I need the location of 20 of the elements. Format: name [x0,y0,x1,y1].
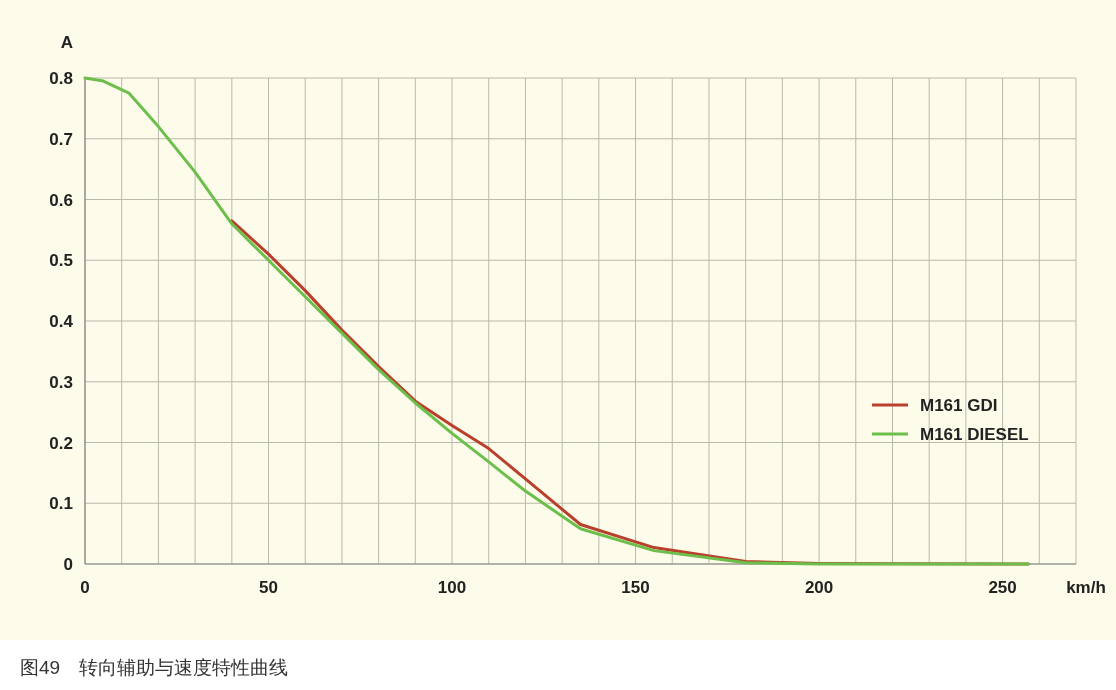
y-tick-label: 0.7 [49,129,73,149]
y-axis-title: A [60,33,74,52]
x-axis-title: km/h [1066,578,1106,597]
y-tick-label: 0.4 [49,312,74,331]
x-tick-label: 150 [621,578,650,597]
x-tick-label: 200 [804,578,834,597]
legend-label: M161 GDI [920,396,998,415]
legend-label: M161 DIESEL [920,425,1029,444]
x-tick-label: 50 [259,578,278,597]
y-tick-label: 0.6 [49,190,73,210]
y-tick-label: 0.3 [49,372,73,392]
y-tick-label: 0.1 [49,494,73,514]
caption: 图49 转向辅助与速度特性曲线 [20,657,289,678]
x-tick-label: 250 [988,578,1017,597]
y-tick-label: 0.2 [49,433,73,453]
y-tick-label: 0 [63,555,73,574]
x-tick-label: 100 [437,578,467,597]
y-tick-label: 0.8 [49,69,73,88]
x-tick-label: 0 [80,578,90,597]
y-tick-label: 0.5 [49,251,73,271]
